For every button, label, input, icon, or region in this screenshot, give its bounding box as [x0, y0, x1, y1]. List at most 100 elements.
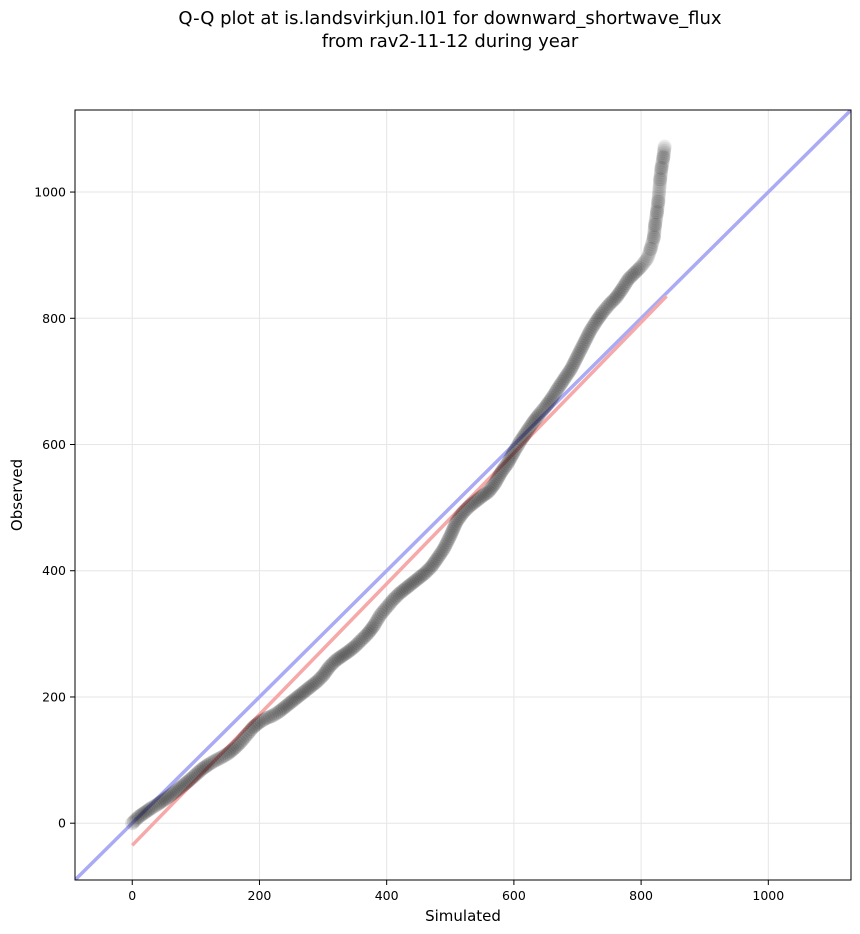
qq-point: [481, 484, 496, 499]
qq-point: [503, 450, 518, 465]
qq-point: [322, 659, 337, 674]
qq-point: [642, 244, 657, 259]
qq-point: [187, 769, 202, 784]
qq-point: [254, 713, 269, 728]
qq-point: [296, 684, 311, 699]
qq-point: [620, 274, 635, 289]
qq-point: [293, 687, 308, 702]
qq-point: [532, 407, 547, 422]
qq-point: [330, 652, 345, 667]
qq-point: [648, 215, 663, 230]
qq-point: [144, 801, 159, 816]
qq-point: [343, 643, 358, 658]
qq-point: [287, 692, 302, 707]
y-axis-label: Observed: [8, 459, 26, 531]
qq-point: [457, 504, 472, 519]
y-gridlines: [75, 191, 851, 824]
qq-point: [627, 265, 642, 280]
qq-point: [137, 805, 152, 820]
qq-point: [646, 232, 661, 247]
qq-point: [244, 722, 259, 737]
qq-point: [468, 494, 483, 509]
y-tick-label: 1000: [34, 185, 66, 200]
y-tick-label: 0: [58, 816, 66, 831]
qq-point: [376, 604, 391, 619]
qq-point: [538, 399, 553, 414]
qq-point: [393, 585, 408, 600]
qq-point: [617, 278, 632, 293]
qq-point: [168, 784, 183, 799]
qq-point: [648, 217, 663, 232]
qq-point: [349, 637, 364, 652]
qq-point: [635, 257, 650, 272]
qq-point: [265, 708, 280, 723]
qq-point: [361, 625, 376, 640]
qq-point: [357, 630, 372, 645]
qq-point: [448, 516, 463, 531]
qq-point: [414, 568, 429, 583]
qq-point: [621, 272, 636, 287]
qq-point: [611, 287, 626, 302]
qq-point: [545, 390, 560, 405]
qq-point: [441, 533, 456, 548]
qq-point: [222, 745, 237, 760]
qq-point: [459, 502, 474, 517]
qq-point: [547, 386, 562, 401]
qq-point: [515, 430, 530, 445]
qq-point: [298, 683, 313, 698]
qq-point: [171, 782, 186, 797]
qq-point: [588, 315, 603, 330]
qq-point: [163, 788, 178, 803]
qq-point: [592, 310, 607, 325]
qq-point: [634, 259, 649, 274]
qq-point: [561, 365, 576, 380]
qq-point: [439, 537, 454, 552]
qq-point: [290, 689, 305, 704]
qq-point: [133, 808, 148, 823]
qq-point: [155, 793, 170, 808]
qq-point: [657, 139, 672, 154]
qq-point: [409, 572, 424, 587]
qq-point: [655, 154, 670, 169]
qq-point: [172, 780, 187, 795]
qq-point: [651, 194, 666, 209]
qq-point: [429, 552, 444, 567]
qq-point: [364, 621, 379, 636]
qq-point: [325, 656, 340, 671]
qq-point: [359, 628, 373, 643]
qq-point: [128, 813, 143, 828]
qq-point: [370, 612, 385, 627]
qq-point: [335, 648, 350, 663]
qq-point: [643, 241, 658, 256]
qq-point: [442, 531, 457, 546]
qq-point: [489, 472, 504, 487]
qq-point: [157, 792, 172, 807]
qq-point: [282, 696, 297, 711]
qq-point: [196, 760, 211, 775]
qq-point: [600, 299, 615, 314]
qq-point: [338, 646, 353, 661]
qq-point: [434, 545, 449, 560]
qq-point: [488, 474, 503, 489]
qq-point: [406, 575, 421, 590]
qq-point: [317, 666, 332, 681]
qq-point: [269, 706, 284, 721]
qq-point: [542, 394, 557, 409]
qq-point: [560, 367, 575, 382]
qq-point: [492, 469, 507, 484]
qq-point: [428, 554, 443, 569]
qq-point: [378, 602, 393, 617]
y-tick-label: 600: [42, 437, 66, 452]
qq-point: [153, 795, 168, 810]
qq-point: [205, 754, 220, 769]
qq-point: [486, 478, 501, 493]
qq-point: [490, 470, 505, 485]
qq-point: [308, 676, 323, 691]
qq-point: [416, 567, 431, 582]
qq-point: [158, 791, 173, 806]
qq-point: [599, 301, 614, 316]
qq-point: [435, 543, 450, 558]
qq-point: [654, 163, 669, 178]
qq-point: [252, 715, 267, 730]
qq-point: [392, 586, 407, 601]
